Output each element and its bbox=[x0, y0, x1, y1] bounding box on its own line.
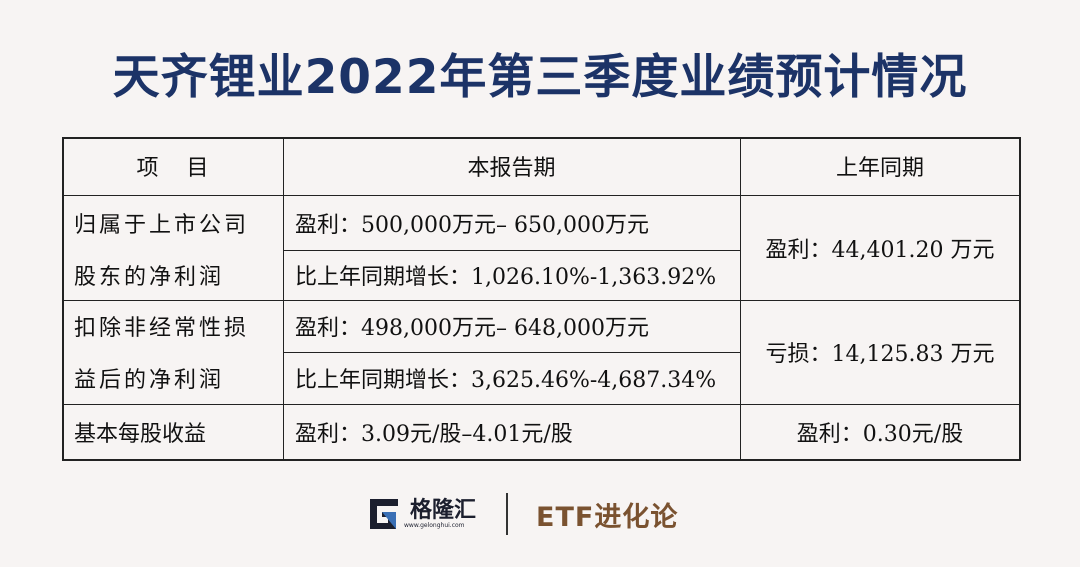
brand-name: 格隆汇 bbox=[410, 497, 477, 523]
page-title: 天齐锂业2022年第三季度业绩预计情况 bbox=[112, 50, 968, 105]
brand-url: www.gelonghui.com bbox=[404, 521, 465, 529]
header-current-period: 本报告期 bbox=[467, 156, 556, 181]
footer-divider bbox=[506, 493, 509, 535]
row2-current-profit: 盈利：498,000万元– 648,000万元 bbox=[295, 316, 649, 341]
row2-current-growth: 比上年同期增长：3,625.46%-4,687.34% bbox=[295, 368, 717, 393]
row1-current-profit: 盈利：500,000万元– 650,000万元 bbox=[295, 212, 649, 238]
row2-prior: 亏损：14,125.83 万元 bbox=[765, 342, 995, 367]
footer: 格隆汇 www.gelonghui.com ETF进化论 bbox=[368, 492, 678, 536]
header-prior-period: 上年同期 bbox=[835, 156, 924, 181]
row1-current-growth: 比上年同期增长：1,026.10%-1,363.92% bbox=[295, 265, 717, 290]
row2-item-line2: 益后的净利润 bbox=[74, 368, 225, 393]
row1-item-line1: 归属于上市公司 bbox=[74, 212, 250, 238]
row1-item-line2: 股东的净利润 bbox=[74, 265, 225, 290]
row2-item-line1: 扣除非经常性损 bbox=[74, 316, 250, 341]
partner-name: ETF进化论 bbox=[536, 501, 679, 533]
row3-current: 盈利：3.09元/股–4.01元/股 bbox=[295, 422, 573, 447]
row3-prior: 盈利：0.30元/股 bbox=[796, 422, 964, 447]
gelonghui-logo-icon bbox=[368, 497, 404, 531]
header-item: 项 目 bbox=[136, 156, 209, 181]
row3-item: 基本每股收益 bbox=[74, 422, 207, 447]
row1-prior: 盈利：44,401.20 万元 bbox=[765, 237, 995, 263]
